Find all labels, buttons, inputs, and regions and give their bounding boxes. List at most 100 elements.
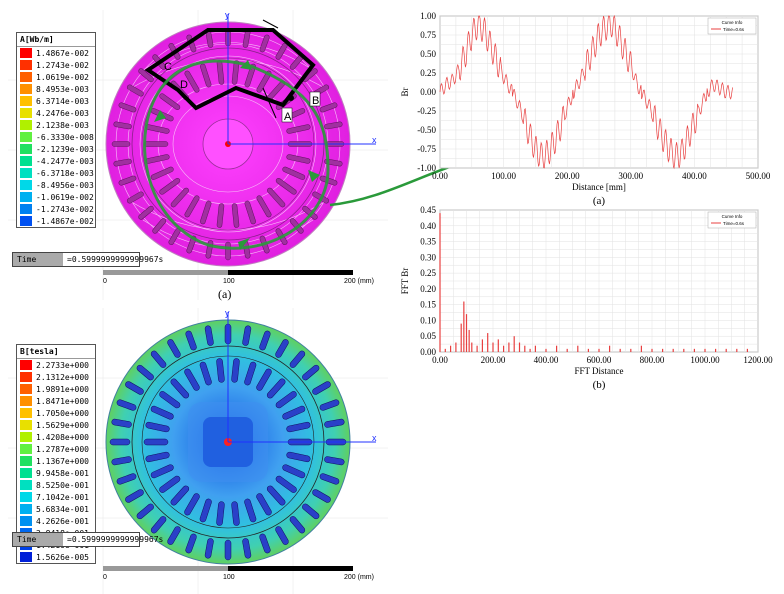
legend-swatch [20,432,32,442]
legend-swatch [20,468,32,478]
legend-swatch [20,72,32,82]
marker-d: D [180,79,188,91]
slot [266,485,286,506]
legend-value: 4.2476e-003 [36,108,89,118]
slot [302,364,320,381]
flux-density-plot: x y [8,308,388,594]
slot [266,378,286,399]
slot [312,489,331,503]
slot [113,158,132,167]
y-tick-label: 0.05 [420,331,436,341]
x-tick-label: 0.00 [432,171,448,181]
slot [224,539,232,561]
legend-swatch [20,396,32,406]
slot [170,378,190,399]
slot [170,187,189,208]
legend-value: 1.2787e+000 [36,444,89,454]
slot [225,241,231,261]
legend-row: -6.3330e-008 [17,131,95,143]
scale-tick-0: 0 [103,574,107,581]
legend-swatch [20,216,32,226]
slot [111,141,131,147]
legend-swatch [20,516,32,526]
marker-a: A [284,111,292,123]
axis-x-label: x [372,135,377,145]
slot [302,205,318,220]
y-tick-label: 0.75 [420,30,436,40]
legend-row: 6.3714e-003 [17,95,95,107]
slot [150,350,167,368]
slot [256,195,272,218]
slot [186,235,197,254]
y-tick-label: 0.45 [420,205,436,215]
slot [256,493,272,516]
slot [256,70,272,93]
legend-swatch [20,156,32,166]
legend-value: 8.5250e-001 [36,480,89,490]
legend-swatch [20,204,32,214]
legend-swatch [20,372,32,382]
legend-value: 1.8471e+000 [36,396,89,406]
legend-title: A[Wb/m] [17,33,95,47]
y-tick-label: 1.00 [420,11,436,21]
x-axis-label: FFT Distance [574,366,623,376]
legend-value: 1.7050e+000 [36,408,89,418]
slot [184,70,200,93]
slot [216,203,225,228]
legend-row: -6.3718e-003 [17,167,95,179]
legend-value: 1.0619e-002 [36,72,89,82]
slot [319,399,340,411]
slot [116,473,137,485]
slot [159,177,181,195]
scale-tick-100: 100 [223,574,235,581]
legend-value: -6.3718e-003 [36,168,94,178]
slot [275,177,297,195]
time-label: Time [13,253,63,266]
flux-legend: A[Wb/m] 1.4867e-002 1.2743e-002 1.0619e-00… [16,32,96,228]
slot [204,325,214,346]
slot [282,405,306,420]
legend-value: -1.0619e-002 [36,192,94,202]
scale-tick-100: 100 [223,278,235,285]
scale-bar [103,270,353,275]
legend-row: 1.2743e-002 [17,59,95,71]
legend-row: -1.0619e-002 [17,191,95,203]
legend-swatch [20,552,32,562]
slot [143,438,169,446]
legend-row: 8.5250e-001 [17,479,95,491]
legend-row: 1.7050e+000 [17,407,95,419]
y-tick-label: 0.10 [420,315,436,325]
legend-row: -2.1239e-003 [17,143,95,155]
legend-swatch [20,108,32,118]
marker-c: C [164,61,172,73]
y-tick-label: 0.35 [420,237,436,247]
slot [126,84,144,97]
slot [150,516,167,534]
legend-swatch [20,360,32,370]
legend-row: 4.2476e-003 [17,107,95,119]
flux-density-panel: x y B[tesla] 2.2733e+000 2.1312e+000 1.989… [8,308,388,594]
slot [242,325,252,346]
slot [286,154,311,164]
legend-value: 7.1042e-001 [36,492,89,502]
time-label: Time [13,533,63,546]
legend-row: 1.2787e+000 [17,443,95,455]
x-tick-label: 400.00 [534,355,559,365]
stator-slots [111,27,345,261]
flux-lines-panel: A B C D x y A[Wb/m] 1.4867e-002 1.2743e-0… [8,10,388,300]
legend-row: 1.8471e+000 [17,395,95,407]
slot [231,203,240,228]
legend-value: 2.1238e-003 [36,120,89,130]
slot [324,418,345,428]
legend-swatch [20,96,32,106]
x-tick-label: 1200.00 [743,355,773,365]
slot [275,391,297,409]
br-distance-chart: 0.00 100.00 200.00 300.00 400.00 500.00 1.00 0.… [400,11,771,206]
slot [167,526,181,545]
legend-swatch [20,504,32,514]
legend-value: 1.4208e+000 [36,432,89,442]
slot [159,475,181,493]
legend-swatch [20,120,32,130]
legend-value: -4.2477e-003 [36,156,94,166]
legend-row: -1.2743e-002 [17,203,95,215]
